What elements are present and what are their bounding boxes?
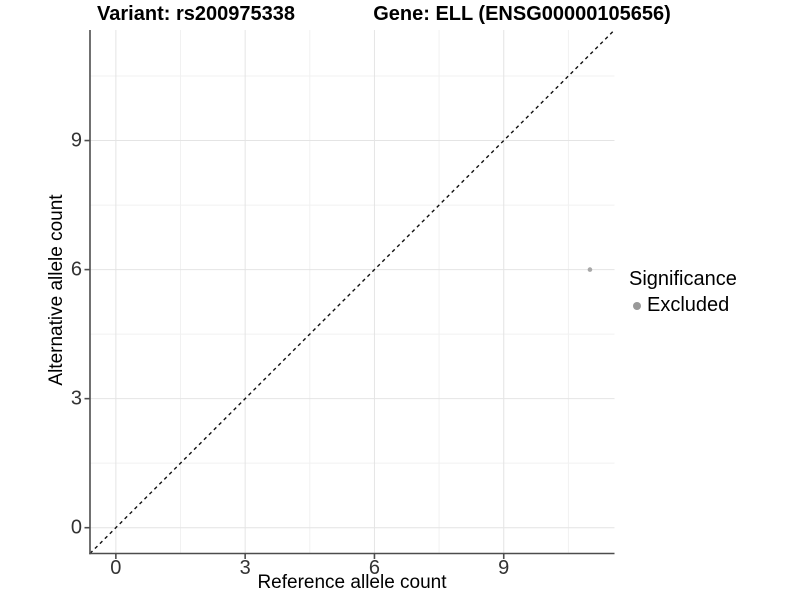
identity-line xyxy=(89,29,615,554)
y-tick-label: 9 xyxy=(70,129,82,152)
legend: Significance Excluded xyxy=(629,268,737,317)
legend-title: Significance xyxy=(629,268,737,290)
legend-entry-label: Excluded xyxy=(647,294,730,316)
x-tick-label: 0 xyxy=(110,557,122,579)
legend-marker-circle-icon xyxy=(633,301,641,310)
y-tick-label: 6 xyxy=(70,258,82,281)
y-tick-label: 0 xyxy=(70,516,82,539)
y-axis-label: Alternative allele count xyxy=(46,194,67,386)
x-tick-label: 9 xyxy=(498,557,510,579)
data-point xyxy=(587,267,593,272)
y-tick-label: 3 xyxy=(70,387,82,410)
x-tick-label: 3 xyxy=(239,557,251,579)
legend-entry: Excluded xyxy=(633,294,737,317)
x-tick-label: 6 xyxy=(368,557,380,579)
variant-title: Variant: rs200975338 xyxy=(97,3,295,25)
gene-title: Gene: ELL (ENSG00000105656) xyxy=(373,3,671,25)
x-axis-label: Reference allele count xyxy=(257,572,447,593)
